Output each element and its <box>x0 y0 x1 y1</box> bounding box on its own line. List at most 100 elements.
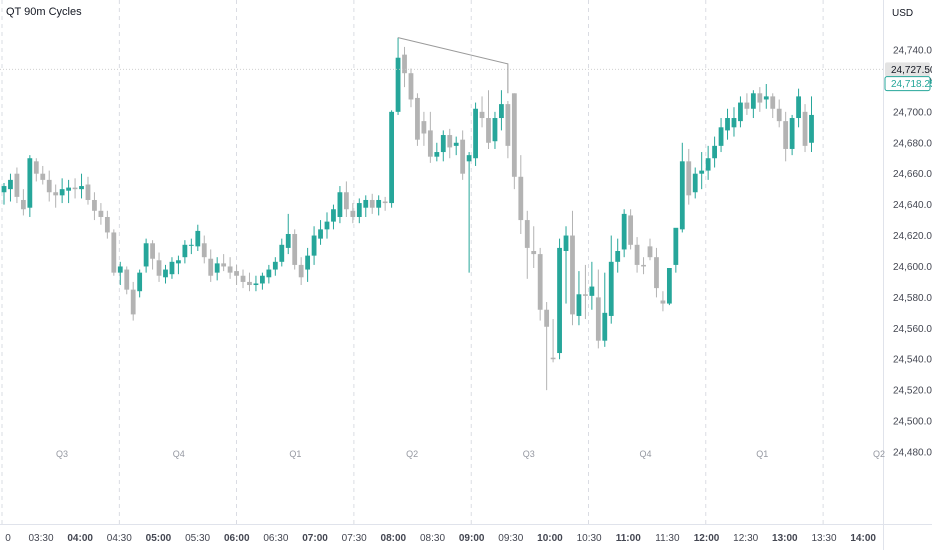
candle[interactable] <box>460 130 466 180</box>
candle[interactable] <box>595 269 601 349</box>
candle[interactable] <box>589 261 595 310</box>
candle[interactable] <box>718 118 724 153</box>
candle[interactable] <box>318 220 323 245</box>
candle[interactable] <box>415 93 420 146</box>
candle[interactable] <box>208 249 214 282</box>
candle[interactable] <box>544 302 550 391</box>
candle[interactable] <box>331 204 336 230</box>
candle[interactable] <box>537 247 543 321</box>
candle[interactable] <box>563 226 569 304</box>
candle[interactable] <box>20 189 26 216</box>
candle[interactable] <box>776 99 782 128</box>
candle[interactable] <box>272 257 278 276</box>
candle[interactable] <box>163 264 168 284</box>
candle[interactable] <box>402 46 407 88</box>
candle[interactable] <box>72 178 78 199</box>
candle[interactable] <box>770 93 776 119</box>
candle[interactable] <box>796 88 801 128</box>
candle[interactable] <box>8 173 13 202</box>
candle[interactable] <box>85 176 91 205</box>
trendline[interactable] <box>397 37 509 94</box>
candle[interactable] <box>473 102 478 166</box>
candle[interactable] <box>298 257 304 286</box>
candle[interactable] <box>343 181 349 217</box>
candle[interactable] <box>389 110 394 208</box>
price-axis[interactable]: 24,480.00 24,500.00 24,520.00 24,540.00 24,5… <box>884 46 932 459</box>
candle[interactable] <box>1 182 7 205</box>
candle[interactable] <box>221 254 227 272</box>
candle[interactable] <box>188 238 194 255</box>
candle[interactable] <box>738 96 743 128</box>
candle[interactable] <box>253 275 259 292</box>
candle[interactable] <box>350 203 356 224</box>
candle[interactable] <box>673 227 679 273</box>
candle[interactable] <box>376 195 382 216</box>
candle[interactable] <box>408 68 414 108</box>
candle[interactable] <box>692 167 698 199</box>
candle[interactable] <box>660 291 666 312</box>
candle[interactable] <box>750 90 756 119</box>
candle[interactable] <box>731 107 737 137</box>
candle[interactable] <box>92 192 97 221</box>
candle[interactable] <box>260 272 265 290</box>
candle[interactable] <box>337 186 343 224</box>
candle[interactable] <box>79 173 84 199</box>
candle[interactable] <box>46 170 52 202</box>
candle[interactable] <box>628 209 634 250</box>
candle[interactable] <box>59 178 65 204</box>
candle[interactable] <box>156 252 162 282</box>
candle[interactable] <box>305 247 311 282</box>
candle[interactable] <box>182 240 188 264</box>
candle[interactable] <box>421 111 427 146</box>
candle[interactable] <box>492 111 498 149</box>
candle[interactable] <box>518 155 524 234</box>
candle[interactable] <box>531 226 537 269</box>
candle[interactable] <box>725 108 730 140</box>
candle[interactable] <box>453 136 459 156</box>
candle[interactable] <box>602 272 608 347</box>
candle[interactable] <box>311 226 317 265</box>
candle[interactable] <box>169 257 175 279</box>
candle[interactable] <box>201 235 207 264</box>
candle[interactable] <box>505 101 511 159</box>
candle[interactable] <box>143 238 149 273</box>
candle[interactable] <box>666 268 672 306</box>
candle[interactable] <box>802 104 808 153</box>
candle[interactable] <box>615 238 621 273</box>
candle[interactable] <box>266 264 272 284</box>
candle[interactable] <box>499 90 504 131</box>
candle[interactable] <box>195 224 201 251</box>
candle[interactable] <box>647 238 653 261</box>
candle[interactable] <box>369 193 375 214</box>
candle[interactable] <box>33 158 39 182</box>
candle[interactable] <box>98 203 104 225</box>
candle[interactable] <box>382 196 388 211</box>
candle[interactable] <box>576 271 582 326</box>
candle[interactable] <box>699 152 705 190</box>
candle[interactable] <box>137 269 143 298</box>
candle[interactable] <box>744 93 750 115</box>
candle[interactable] <box>14 167 20 204</box>
candle[interactable] <box>66 179 71 204</box>
candle[interactable] <box>150 240 155 270</box>
candle[interactable] <box>427 111 433 163</box>
candle[interactable] <box>124 266 130 295</box>
candle[interactable] <box>292 229 298 270</box>
candle[interactable] <box>686 148 692 205</box>
candle[interactable] <box>247 272 252 292</box>
candle[interactable] <box>466 152 472 273</box>
candle[interactable] <box>763 84 769 109</box>
candle[interactable] <box>363 195 369 217</box>
candle[interactable] <box>524 210 530 279</box>
candle[interactable] <box>40 165 46 185</box>
candle[interactable] <box>356 198 362 224</box>
currency-label[interactable]: USD <box>892 8 913 19</box>
candle[interactable] <box>679 142 685 233</box>
candle[interactable] <box>757 87 763 112</box>
candle[interactable] <box>712 136 717 168</box>
candle[interactable] <box>809 96 814 153</box>
candle[interactable] <box>53 184 59 208</box>
candle[interactable] <box>550 319 556 363</box>
candle[interactable] <box>395 37 401 115</box>
